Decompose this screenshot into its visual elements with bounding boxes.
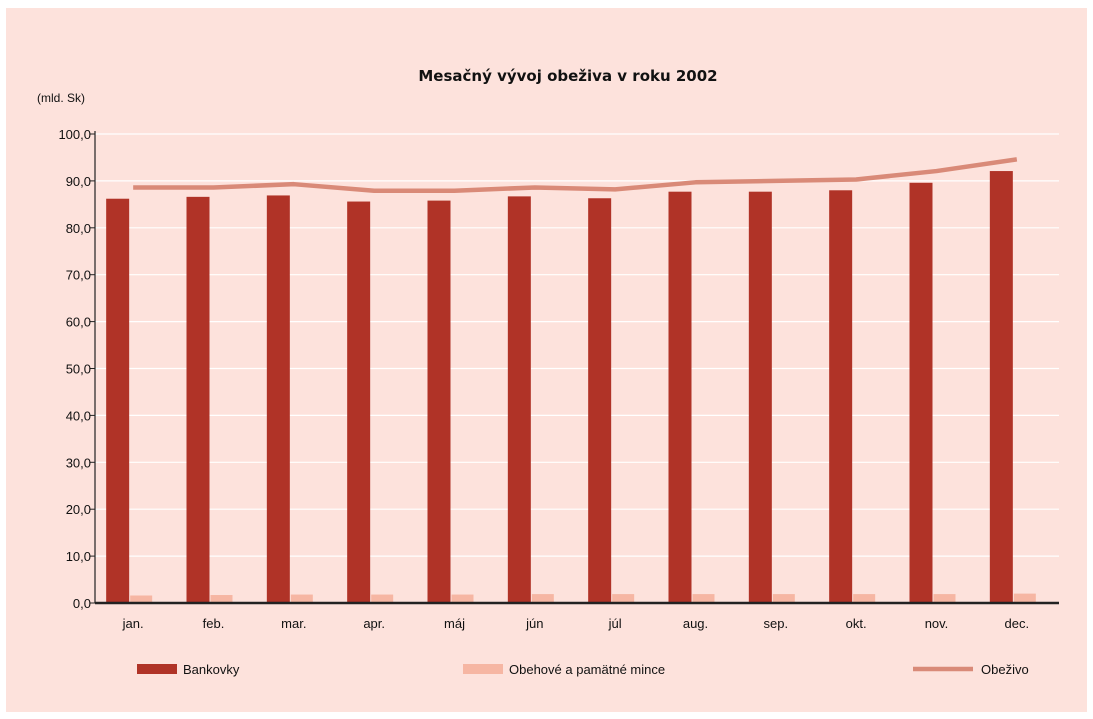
bar-bankovky (427, 200, 451, 603)
x-tick-label: mar. (281, 616, 306, 631)
x-tick-label: apr. (363, 616, 385, 631)
line-series (133, 157, 1018, 193)
y-tick-label: 50,0 (66, 362, 91, 377)
bar-mince (130, 595, 153, 603)
y-tick-label: 90,0 (66, 174, 91, 189)
y-tick-label: 80,0 (66, 221, 91, 236)
bar-bankovky (829, 190, 853, 603)
legend-swatch-bankovky (137, 664, 177, 674)
bar-mince (451, 594, 474, 603)
y-tick-label: 40,0 (66, 408, 91, 423)
x-tick-label: dec. (1005, 616, 1030, 631)
bar-bankovky (748, 191, 772, 603)
y-tick-label: 30,0 (66, 455, 91, 470)
bar-mince (531, 594, 554, 603)
chart-panel: Mesačný vývoj obeživa v roku 2002 (mld. … (6, 8, 1087, 712)
bar-mince (933, 594, 956, 603)
y-tick-label: 70,0 (66, 268, 91, 283)
x-tick-label: okt. (846, 616, 867, 631)
bars (106, 171, 1036, 604)
gridlines (90, 133, 1059, 604)
bar-bankovky (507, 196, 531, 603)
bar-bankovky (909, 182, 933, 603)
x-tick-label: sep. (764, 616, 789, 631)
y-tick-labels: 0,0 10,0 20,0 30,0 40,0 50,0 60,0 70,0 80,0 90,0 1… (58, 127, 91, 611)
bar-mince (612, 594, 635, 603)
bar-bankovky (989, 171, 1013, 603)
bar-mince (772, 594, 795, 603)
y-tick-label: 60,0 (66, 315, 91, 330)
chart-title: Mesačný vývoj obeživa v roku 2002 (418, 67, 717, 85)
x-tick-label: jan. (122, 616, 144, 631)
line-obezivo (133, 157, 1018, 193)
legend-swatch-mince (463, 664, 503, 674)
bar-bankovky (266, 195, 290, 603)
bar-mince (1013, 593, 1036, 603)
bar-bankovky (106, 198, 130, 604)
y-axis-unit-label: (mld. Sk) (37, 91, 85, 105)
y-tick-label: 0,0 (73, 596, 91, 611)
chart: Mesačný vývoj obeživa v roku 2002 (mld. … (37, 67, 1059, 677)
bar-bankovky (186, 196, 210, 603)
x-tick-labels: jan. feb. mar. apr. máj jún júl aug. sep. okt. nov… (122, 616, 1029, 631)
bar-mince (290, 594, 313, 603)
y-tick-label: 10,0 (66, 549, 91, 564)
x-tick-label: máj (444, 616, 465, 631)
legend-label-obezivo: Obeživo (981, 662, 1029, 677)
x-tick-label: júl (608, 616, 622, 631)
legend: Bankovky Obehové a pamätné mince Obeživo (137, 662, 1029, 677)
bar-bankovky (668, 191, 692, 603)
x-tick-label: feb. (203, 616, 225, 631)
bar-mince (853, 594, 876, 603)
x-tick-label: jún (525, 616, 543, 631)
bar-mince (371, 594, 394, 603)
x-tick-label: nov. (925, 616, 949, 631)
bar-bankovky (347, 201, 371, 603)
bar-mince (692, 594, 715, 603)
x-tick-label: aug. (683, 616, 708, 631)
bar-bankovky (588, 198, 612, 604)
y-tick-label: 20,0 (66, 502, 91, 517)
legend-label-bankovky: Bankovky (183, 662, 240, 677)
bar-mince (210, 595, 233, 603)
legend-label-mince: Obehové a pamätné mince (509, 662, 665, 677)
y-tick-label: 100,0 (58, 127, 91, 142)
axes (94, 131, 1059, 605)
